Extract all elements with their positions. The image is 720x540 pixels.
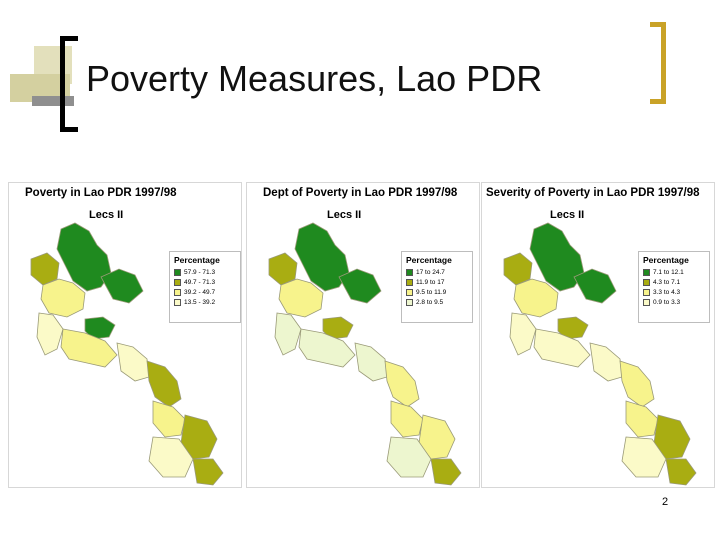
province-region bbox=[354, 342, 388, 382]
province-region bbox=[621, 436, 667, 478]
legend-swatch bbox=[406, 268, 413, 276]
province-region bbox=[509, 312, 537, 356]
legend-swatch bbox=[406, 288, 413, 296]
legend-swatch bbox=[643, 268, 650, 276]
map-subtitle: Lecs II bbox=[89, 209, 124, 221]
province-region bbox=[60, 328, 118, 368]
legend-item: 2.8 to 9.5 bbox=[406, 297, 468, 307]
province-region bbox=[274, 312, 302, 356]
province-region bbox=[278, 278, 324, 318]
legend-item: 0.9 to 3.3 bbox=[643, 297, 705, 307]
province-region bbox=[589, 342, 623, 382]
province-region bbox=[84, 316, 116, 340]
province-region bbox=[619, 360, 655, 408]
province-region bbox=[338, 268, 382, 304]
map-subtitle: Lecs II bbox=[327, 209, 362, 221]
legend-item: 9.5 to 11.9 bbox=[406, 287, 468, 297]
legend-swatch bbox=[174, 268, 181, 276]
province-region bbox=[146, 360, 182, 408]
legend-item: 4.3 to 7.1 bbox=[643, 277, 705, 287]
legend-label: 57.9 - 71.3 bbox=[184, 268, 216, 276]
map-title: Severity of Poverty in Lao PDR 1997/98 bbox=[486, 187, 700, 199]
lao-map-depth bbox=[268, 222, 462, 486]
province-region bbox=[268, 252, 298, 286]
province-region bbox=[513, 278, 559, 318]
province-region bbox=[573, 268, 617, 304]
legend-label: 2.8 to 9.5 bbox=[416, 298, 444, 306]
map-legend: Percentage 17 to 24.7 11.9 to 17 9.5 to … bbox=[401, 251, 473, 323]
legend-item: 7.1 to 12.1 bbox=[643, 267, 705, 277]
province-region bbox=[625, 400, 659, 438]
legend-label: 7.1 to 12.1 bbox=[653, 268, 684, 276]
province-region bbox=[30, 252, 60, 286]
left-bracket-ornament bbox=[60, 36, 78, 132]
province-region bbox=[386, 436, 432, 478]
legend-swatch bbox=[174, 288, 181, 296]
province-region bbox=[148, 436, 194, 478]
legend-swatch bbox=[406, 298, 413, 306]
lao-map-severity bbox=[503, 222, 697, 486]
province-region bbox=[152, 400, 186, 438]
legend-label: 17 to 24.7 bbox=[416, 268, 445, 276]
legend-swatch bbox=[174, 298, 181, 306]
province-region bbox=[116, 342, 150, 382]
legend-title: Percentage bbox=[174, 255, 220, 265]
map-legend: Percentage 7.1 to 12.1 4.3 to 7.1 3.3 to… bbox=[638, 251, 710, 323]
legend-item: 39.2 - 49.7 bbox=[174, 287, 236, 297]
province-region bbox=[192, 458, 224, 486]
province-region bbox=[384, 360, 420, 408]
legend-swatch bbox=[406, 278, 413, 286]
legend-title: Percentage bbox=[643, 255, 689, 265]
province-region bbox=[100, 268, 144, 304]
province-region bbox=[36, 312, 64, 356]
legend-label: 39.2 - 49.7 bbox=[184, 288, 216, 296]
legend-item: 49.7 - 71.3 bbox=[174, 277, 236, 287]
map-panel-depth: Dept of Poverty in Lao PDR 1997/98 Lecs … bbox=[246, 182, 480, 488]
legend-label: 4.3 to 7.1 bbox=[653, 278, 681, 286]
legend-title: Percentage bbox=[406, 255, 452, 265]
map-subtitle: Lecs II bbox=[550, 209, 585, 221]
map-panel-poverty: Poverty in Lao PDR 1997/98 Lecs II Perce… bbox=[8, 182, 242, 488]
legend-swatch bbox=[643, 298, 650, 306]
decorative-shadow-bar bbox=[32, 96, 74, 106]
map-title: Dept of Poverty in Lao PDR 1997/98 bbox=[263, 187, 458, 199]
province-region bbox=[40, 278, 86, 318]
legend-label: 11.9 to 17 bbox=[416, 278, 445, 286]
legend-label: 0.9 to 3.3 bbox=[653, 298, 681, 306]
legend-item: 3.3 to 4.3 bbox=[643, 287, 705, 297]
legend-label: 3.3 to 4.3 bbox=[653, 288, 681, 296]
lao-map-poverty bbox=[30, 222, 224, 486]
map-title: Poverty in Lao PDR 1997/98 bbox=[25, 187, 177, 199]
slide-title: Poverty Measures, Lao PDR bbox=[86, 58, 543, 99]
province-region bbox=[503, 252, 533, 286]
map-panel-severity: Severity of Poverty in Lao PDR 1997/98 L… bbox=[481, 182, 715, 488]
province-region bbox=[430, 458, 462, 486]
legend-swatch bbox=[174, 278, 181, 286]
legend-item: 13.5 - 39.2 bbox=[174, 297, 236, 307]
legend-item: 17 to 24.7 bbox=[406, 267, 468, 277]
right-bracket-ornament bbox=[650, 22, 666, 104]
province-region bbox=[322, 316, 354, 340]
province-region bbox=[390, 400, 424, 438]
page-number: 2 bbox=[662, 496, 669, 508]
legend-swatch bbox=[643, 288, 650, 296]
map-legend: Percentage 57.9 - 71.3 49.7 - 71.3 39.2 … bbox=[169, 251, 241, 323]
legend-item: 11.9 to 17 bbox=[406, 277, 468, 287]
legend-label: 9.5 to 11.9 bbox=[416, 288, 447, 296]
legend-item: 57.9 - 71.3 bbox=[174, 267, 236, 277]
legend-label: 13.5 - 39.2 bbox=[184, 298, 216, 306]
legend-label: 49.7 - 71.3 bbox=[184, 278, 216, 286]
province-region bbox=[533, 328, 591, 368]
province-region bbox=[665, 458, 697, 486]
province-region bbox=[557, 316, 589, 340]
province-region bbox=[298, 328, 356, 368]
legend-swatch bbox=[643, 278, 650, 286]
